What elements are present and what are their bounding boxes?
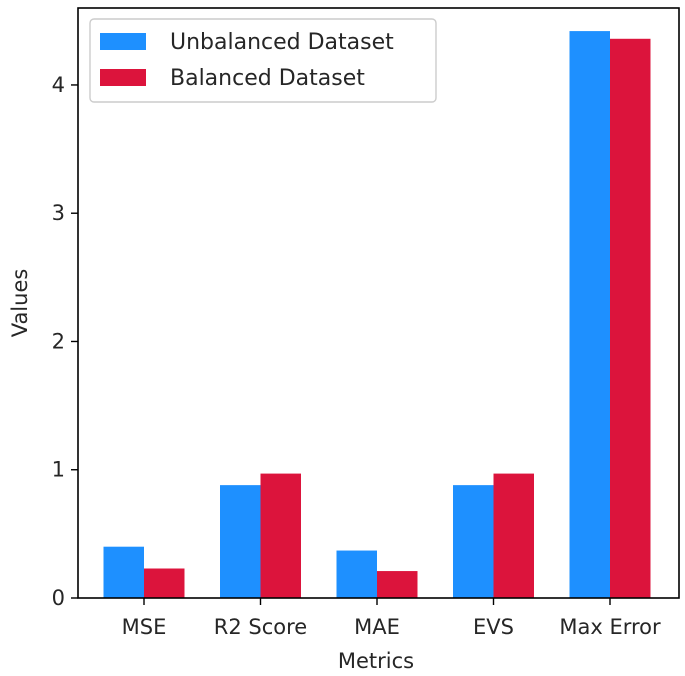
y-tick-label: 0 (52, 586, 65, 610)
legend-swatch-balanced (100, 69, 146, 86)
legend-swatch-unbalanced (100, 33, 146, 50)
legend-box (89, 18, 437, 103)
bar-unbalanced-mae (336, 550, 377, 598)
x-tick-label: R2 Score (214, 615, 307, 639)
plot-frame (77, 7, 680, 599)
legend-label-balanced: Balanced Dataset (170, 66, 365, 91)
legend-label-unbalanced: Unbalanced Dataset (170, 30, 394, 55)
bar-balanced-max-error (610, 38, 651, 599)
y-tick-label: 1 (52, 458, 65, 482)
legend: Unbalanced Dataset Balanced Dataset (89, 18, 437, 103)
bar-unbalanced-evs (453, 485, 494, 598)
y-tick-label: 2 (52, 329, 65, 353)
x-tick-label: EVS (473, 615, 514, 639)
y-axis-label: Values (8, 269, 32, 338)
bar-balanced-mse (144, 568, 185, 598)
bar-unbalanced-r2-score (220, 485, 261, 598)
x-axis-ticks: MSE R2 Score MAE EVS Max Error (122, 598, 661, 639)
bar-unbalanced-mse (103, 546, 144, 598)
x-tick-label: Max Error (559, 615, 661, 639)
bars-group (103, 31, 651, 599)
y-tick-label: 3 (52, 201, 65, 225)
bar-balanced-evs (493, 473, 534, 598)
y-axis-ticks: 0 1 2 3 4 (52, 73, 78, 610)
bar-balanced-mae (377, 571, 418, 598)
y-tick-label: 4 (52, 73, 65, 97)
x-axis-label: Metrics (338, 649, 414, 673)
bar-balanced-r2-score (260, 473, 301, 598)
x-tick-label: MAE (354, 615, 400, 639)
bar-unbalanced-max-error (569, 31, 610, 598)
x-tick-label: MSE (122, 615, 167, 639)
